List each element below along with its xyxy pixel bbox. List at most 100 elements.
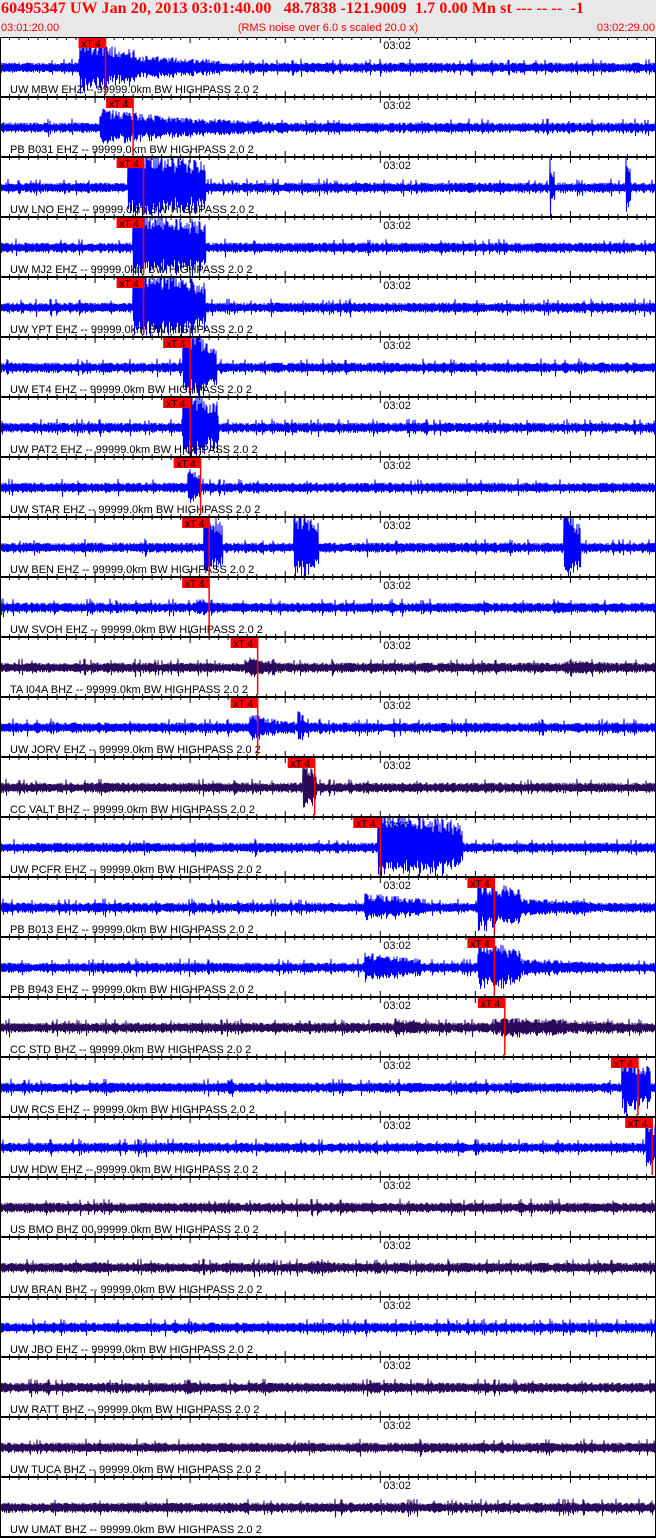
pick-label: xT 4 xyxy=(234,699,254,710)
trace-label: UW RATT BHZ -- 99999.0km BW HIGHPASS 2.0… xyxy=(10,1404,259,1416)
time-tick-label: 03:02 xyxy=(383,1360,411,1372)
time-tick-label: 03:02 xyxy=(383,880,411,892)
trace-label: UW LNO EHZ -- 99999.0km BW HIGHPASS 2.0 … xyxy=(10,204,254,216)
pick-label: xT 4 xyxy=(470,939,490,950)
time-tick-label: 03:02 xyxy=(383,40,411,52)
trace-label: UW MJ2 EHZ -- 99999.0km BW HIGHPASS 2.0 … xyxy=(10,264,252,276)
pick-marker-box xyxy=(467,878,495,888)
pick-marker-box xyxy=(173,458,201,468)
pick-label: xT 4 xyxy=(166,399,186,410)
trace-label: CC VALT BHZ -- 99999.0km BW HIGHPASS 2.0… xyxy=(10,804,255,816)
time-tick-label: 03:02 xyxy=(383,1120,411,1132)
waveform-trace xyxy=(0,40,656,94)
time-tick-label: 03:02 xyxy=(383,100,411,112)
time-tick-label: 03:02 xyxy=(383,1180,411,1192)
time-tick-label: 03:02 xyxy=(383,400,411,412)
waveform-trace xyxy=(0,763,656,808)
waveform-trace xyxy=(0,217,656,277)
waveform-trace xyxy=(0,1057,656,1116)
time-tick-label: 03:02 xyxy=(383,640,411,652)
waveform-trace xyxy=(0,598,656,618)
trace-label: UW YPT EHZ -- 99999.0km BW HIGHPASS 2.0 … xyxy=(10,324,253,336)
pick-marker-box xyxy=(116,218,144,228)
pick-marker-box xyxy=(353,818,381,828)
waveform-trace xyxy=(0,469,656,503)
start-time: 03:01:20.00 xyxy=(1,22,60,34)
waveform-trace xyxy=(0,940,656,990)
time-tick-label: 03:02 xyxy=(383,580,411,592)
time-tick-label: 03:02 xyxy=(383,340,411,352)
waveform-trace xyxy=(0,1438,656,1457)
time-tick-label: 03:02 xyxy=(383,520,411,532)
time-tick-label: 03:02 xyxy=(383,1060,411,1072)
waveform-trace xyxy=(0,337,656,397)
waveform-trace xyxy=(0,1198,656,1217)
pick-marker-box xyxy=(287,758,315,768)
waveform-trace xyxy=(0,1258,656,1278)
pick-marker-box xyxy=(182,518,210,528)
waveform-trace xyxy=(0,1017,656,1038)
pick-marker-box xyxy=(163,398,191,408)
pick-label: xT 4 xyxy=(166,339,186,350)
time-tick-label: 03:02 xyxy=(383,1420,411,1432)
pick-marker-box xyxy=(230,638,258,648)
time-tick-label: 03:02 xyxy=(383,940,411,952)
waveform-trace xyxy=(0,157,656,218)
pick-label: xT 4 xyxy=(356,819,376,830)
pick-label: xT 4 xyxy=(291,759,311,770)
pick-marker-box xyxy=(163,338,191,348)
trace-label: CC STD BHZ -- 99999.0km BW HIGHPASS 2.0 … xyxy=(10,1044,251,1056)
pick-marker-box xyxy=(625,1118,653,1128)
waveform-trace xyxy=(0,1122,656,1171)
trace-label: UW SVOH EHZ -- 99999.0km BW HIGHPASS 2.0… xyxy=(10,624,263,636)
scaling-note: (RMS noise over 6.0 s scaled 20.0 x) xyxy=(237,22,419,34)
trace-label: UW JBO EHZ -- 99999.0km BW HIGHPASS 2.0 … xyxy=(10,1344,253,1356)
pick-label: xT 4 xyxy=(82,39,102,50)
waveform-trace xyxy=(0,879,656,932)
time-tick-label: 03:02 xyxy=(383,1000,411,1012)
trace-label: UW RCS EHZ -- 99999.0km BW HIGHPASS 2.0 … xyxy=(10,1104,255,1116)
waveform-trace xyxy=(0,277,656,338)
pick-marker-box xyxy=(467,938,495,948)
time-tick-label: 03:02 xyxy=(383,160,411,172)
pick-label: xT 4 xyxy=(234,639,254,650)
time-tick-label: 03:02 xyxy=(383,760,411,772)
waveform-trace xyxy=(0,1318,656,1338)
pick-label: xT 4 xyxy=(109,99,129,110)
trace-label: UW BEN EHZ -- 99999.0km BW HIGHPASS 2.0 … xyxy=(10,564,254,576)
pick-label: xT 4 xyxy=(120,219,140,230)
time-tick-label: 03:02 xyxy=(383,460,411,472)
waveform-trace xyxy=(0,108,656,144)
waveform-trace xyxy=(0,1498,656,1518)
trace-label: PB B013 EHZ -- 99999.0km BW HIGHPASS 2.0… xyxy=(10,924,254,936)
trace-label: TA I04A BHZ -- 99999.0km BW HIGHPASS 2.0… xyxy=(10,684,248,696)
pick-label: xT 4 xyxy=(120,159,140,170)
trace-label: PB B943 EHZ -- 99999.0km BW HIGHPASS 2.0… xyxy=(10,984,254,996)
waveform-trace xyxy=(0,517,656,578)
header-bar: 60495347 UW Jan 20, 2013 03:01:40.00 48.… xyxy=(0,0,656,37)
time-tick-label: 03:02 xyxy=(383,700,411,712)
time-tick-label: 03:02 xyxy=(383,1240,411,1252)
pick-marker-box xyxy=(106,98,134,108)
trace-label: PB B031 EHZ -- 99999.0km BW HIGHPASS 2.0… xyxy=(10,144,254,156)
pick-label: xT 4 xyxy=(185,579,205,590)
pick-label: xT 4 xyxy=(120,279,140,290)
trace-label: UW UMAT BHZ -- 99999.0km BW HIGHPASS 2.0… xyxy=(10,1524,262,1536)
pick-label: xT 4 xyxy=(177,459,197,470)
pick-marker-box xyxy=(182,578,210,588)
pick-marker-box xyxy=(116,278,144,288)
pick-marker-box xyxy=(78,38,106,48)
end-time: 03:02:29.00 xyxy=(596,22,655,34)
trace-label: UW BRAN BHZ -- 99999.0km BW HIGHPASS 2.0… xyxy=(10,1284,262,1296)
pick-marker-box xyxy=(610,1058,638,1068)
pick-marker-box xyxy=(230,698,258,708)
time-tick-label: 03:02 xyxy=(383,280,411,292)
pick-label: xT 4 xyxy=(614,1059,634,1070)
trace-label: UW STAR EHZ -- 99999.0km BW HIGHPASS 2.0… xyxy=(10,504,260,516)
trace-label: UW HDW EHZ -- 99999.0km BW HIGHPASS 2.0 … xyxy=(10,1164,258,1176)
pick-label: xT 4 xyxy=(470,879,490,890)
time-tick-label: 03:02 xyxy=(383,1480,411,1492)
pick-label: xT 4 xyxy=(628,1119,648,1130)
waveform-trace xyxy=(0,397,656,457)
